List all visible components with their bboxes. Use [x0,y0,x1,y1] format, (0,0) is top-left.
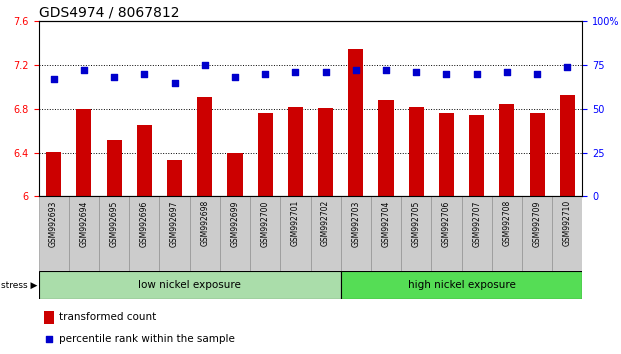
Text: GSM992693: GSM992693 [49,200,58,247]
Bar [137,125,152,196]
Point [472,71,482,77]
Point [381,68,391,73]
Bar [379,100,394,196]
Point [291,69,301,75]
Text: GSM992697: GSM992697 [170,200,179,247]
Text: GSM992703: GSM992703 [351,200,360,247]
Text: GSM992694: GSM992694 [79,200,88,247]
Bar [258,113,273,196]
Point [260,71,270,77]
Text: GSM992702: GSM992702 [321,200,330,246]
Bar [530,113,545,196]
Bar [461,196,492,271]
Bar [432,196,461,271]
Point [48,76,58,82]
Bar [310,196,341,271]
Point [563,64,573,70]
Bar [318,108,333,196]
Bar [439,113,454,196]
Text: GSM992701: GSM992701 [291,200,300,246]
Point [79,68,89,73]
Point [109,74,119,80]
Text: GSM992709: GSM992709 [533,200,542,247]
Bar [469,115,484,196]
Text: low nickel exposure: low nickel exposure [138,280,241,290]
Bar [99,196,129,271]
Bar [46,152,61,196]
Bar [39,271,341,299]
Bar [167,160,182,196]
Point [442,71,451,77]
Point [200,62,210,68]
Bar [197,97,212,196]
Bar [409,107,424,196]
Bar [522,196,552,271]
Bar [227,153,242,196]
Point [320,69,330,75]
Bar [160,196,189,271]
Bar [341,271,582,299]
Bar [552,196,582,271]
Bar [288,107,303,196]
Bar [107,139,122,196]
Bar [220,196,250,271]
Text: GSM992710: GSM992710 [563,200,572,246]
Point [139,71,149,77]
Bar [348,48,363,196]
Point [411,69,421,75]
Bar [341,196,371,271]
Bar [69,196,99,271]
Point [44,336,54,342]
Text: GSM992708: GSM992708 [502,200,512,246]
Text: percentile rank within the sample: percentile rank within the sample [59,334,235,344]
Text: transformed count: transformed count [59,312,156,322]
Text: high nickel exposure: high nickel exposure [407,280,515,290]
Point [351,68,361,73]
Bar [44,311,54,324]
Point [502,69,512,75]
Bar [39,196,69,271]
Text: GSM992707: GSM992707 [472,200,481,247]
Bar [280,196,310,271]
Text: GSM992699: GSM992699 [230,200,240,247]
Bar [371,196,401,271]
Bar [189,196,220,271]
Point [532,71,542,77]
Text: GSM992704: GSM992704 [381,200,391,247]
Bar [76,109,91,196]
Point [170,80,179,85]
Text: GSM992698: GSM992698 [200,200,209,246]
Text: GSM992695: GSM992695 [109,200,119,247]
Bar [499,104,514,196]
Bar [129,196,160,271]
Text: GSM992706: GSM992706 [442,200,451,247]
Text: GSM992700: GSM992700 [261,200,270,247]
Bar [560,95,575,196]
Text: GDS4974 / 8067812: GDS4974 / 8067812 [39,5,179,19]
Text: GSM992705: GSM992705 [412,200,421,247]
Text: GSM992696: GSM992696 [140,200,149,247]
Bar [492,196,522,271]
Text: stress ▶: stress ▶ [1,280,38,290]
Bar [250,196,280,271]
Bar [401,196,432,271]
Point [230,74,240,80]
